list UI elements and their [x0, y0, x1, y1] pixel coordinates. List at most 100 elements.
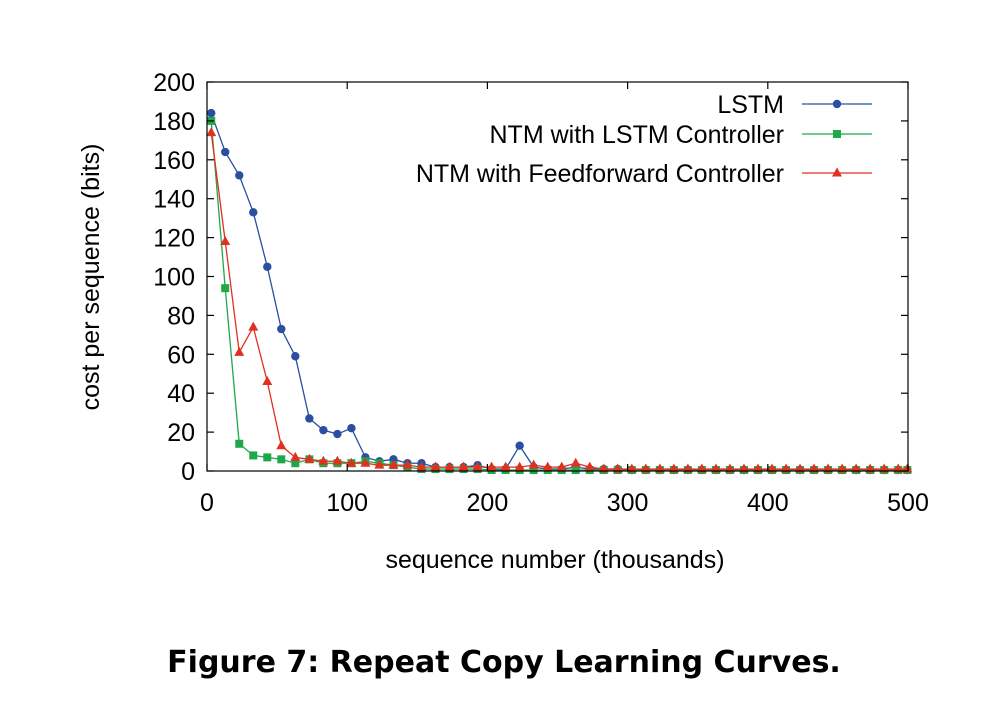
- data-point: [234, 346, 245, 356]
- data-point: [276, 440, 287, 450]
- data-point: [795, 463, 806, 473]
- data-point: [752, 463, 763, 473]
- data-point: [206, 127, 217, 137]
- legend-marker: [832, 99, 842, 109]
- data-point: [248, 321, 259, 331]
- legend-marker: [832, 167, 842, 177]
- legend-label: NTM with Feedforward Controller: [416, 160, 784, 188]
- data-point: [851, 463, 862, 473]
- data-point: [277, 324, 286, 334]
- data-point: [221, 147, 230, 157]
- data-point: [346, 457, 357, 467]
- data-point: [682, 463, 693, 473]
- data-point: [738, 463, 749, 473]
- y-tick-label: 160: [153, 147, 195, 175]
- data-point: [472, 461, 483, 471]
- data-point: [781, 463, 792, 473]
- data-point: [584, 461, 595, 471]
- data-point: [430, 461, 441, 471]
- data-point: [290, 451, 301, 461]
- data-point: [710, 463, 721, 473]
- data-point: [500, 461, 511, 471]
- data-point: [207, 108, 216, 118]
- data-point: [263, 262, 272, 271]
- data-point: [360, 457, 371, 467]
- data-point: [220, 235, 231, 245]
- data-point: [514, 461, 525, 471]
- data-point: [374, 459, 385, 469]
- data-point: [612, 463, 623, 473]
- data-point: [837, 463, 848, 473]
- data-point: [823, 463, 834, 473]
- data-point: [305, 414, 314, 423]
- series-layer: [206, 108, 913, 475]
- data-point: [654, 463, 665, 473]
- data-point: [809, 463, 820, 473]
- y-tick-label: 180: [153, 108, 195, 136]
- data-point: [893, 463, 904, 473]
- y-axis-title: cost per sequence (bits): [77, 144, 105, 411]
- data-point: [767, 463, 778, 473]
- data-point: [458, 461, 469, 471]
- data-point: [542, 461, 553, 471]
- data-point: [556, 461, 567, 471]
- series-2: [206, 127, 913, 473]
- data-point: [319, 425, 328, 435]
- x-tick-label: 100: [326, 489, 368, 517]
- x-tick-label: 300: [607, 489, 649, 517]
- x-tick-label: 400: [747, 489, 789, 517]
- figure-caption: Figure 7: Repeat Copy Learning Curves.: [167, 645, 841, 680]
- legend-entry: LSTM: [717, 91, 872, 119]
- x-axis-title: sequence number (thousands): [385, 546, 724, 574]
- legend-label: NTM with LSTM Controller: [490, 121, 785, 149]
- legend-entry: NTM with LSTM Controller: [490, 121, 872, 149]
- data-point: [235, 439, 244, 448]
- legend-label: LSTM: [717, 91, 784, 119]
- data-point: [865, 463, 876, 473]
- data-point: [277, 455, 286, 464]
- y-tick-label: 200: [153, 69, 195, 97]
- data-point: [249, 208, 258, 217]
- y-tick-label: 40: [167, 380, 195, 408]
- data-point: [318, 455, 329, 465]
- y-tick-label: 20: [167, 419, 195, 447]
- y-tick-label: 80: [167, 302, 195, 330]
- data-point: [640, 463, 651, 473]
- data-point: [724, 463, 735, 473]
- data-point: [402, 459, 413, 469]
- data-point: [570, 457, 581, 467]
- data-point: [902, 463, 913, 473]
- y-tick-label: 0: [181, 458, 195, 486]
- data-point: [444, 461, 455, 471]
- data-point: [332, 455, 343, 465]
- data-point: [416, 461, 427, 471]
- x-tick-label: 200: [467, 489, 509, 517]
- data-point: [598, 463, 609, 473]
- y-tick-label: 60: [167, 341, 195, 369]
- data-point: [388, 459, 399, 469]
- data-point: [515, 441, 524, 450]
- legend-entry: NTM with Feedforward Controller: [416, 160, 872, 188]
- data-point: [291, 352, 300, 361]
- learning-curves-chart: 0 20 40 60 80 100 120 140 160 180 200 0 100 200 300 400…: [77, 69, 929, 574]
- data-point: [696, 463, 707, 473]
- y-tick-label: 100: [153, 264, 195, 292]
- y-tick-label: 140: [153, 186, 195, 214]
- data-point: [263, 453, 272, 462]
- data-point: [249, 451, 258, 460]
- data-point: [333, 429, 342, 439]
- data-point: [291, 459, 300, 468]
- legend-marker: [833, 130, 841, 138]
- data-point: [347, 424, 356, 433]
- data-point: [571, 466, 580, 475]
- axis-layer: 0 20 40 60 80 100 120 140 160 180 200 0 100 200 300 400…: [153, 69, 929, 517]
- data-point: [668, 463, 679, 473]
- y-tick-label: 120: [153, 225, 195, 253]
- x-tick-label: 500: [887, 489, 929, 517]
- data-point: [528, 459, 539, 469]
- data-point: [486, 461, 497, 471]
- data-point: [626, 463, 637, 473]
- x-tick-label: 0: [200, 489, 214, 517]
- data-point: [221, 284, 230, 293]
